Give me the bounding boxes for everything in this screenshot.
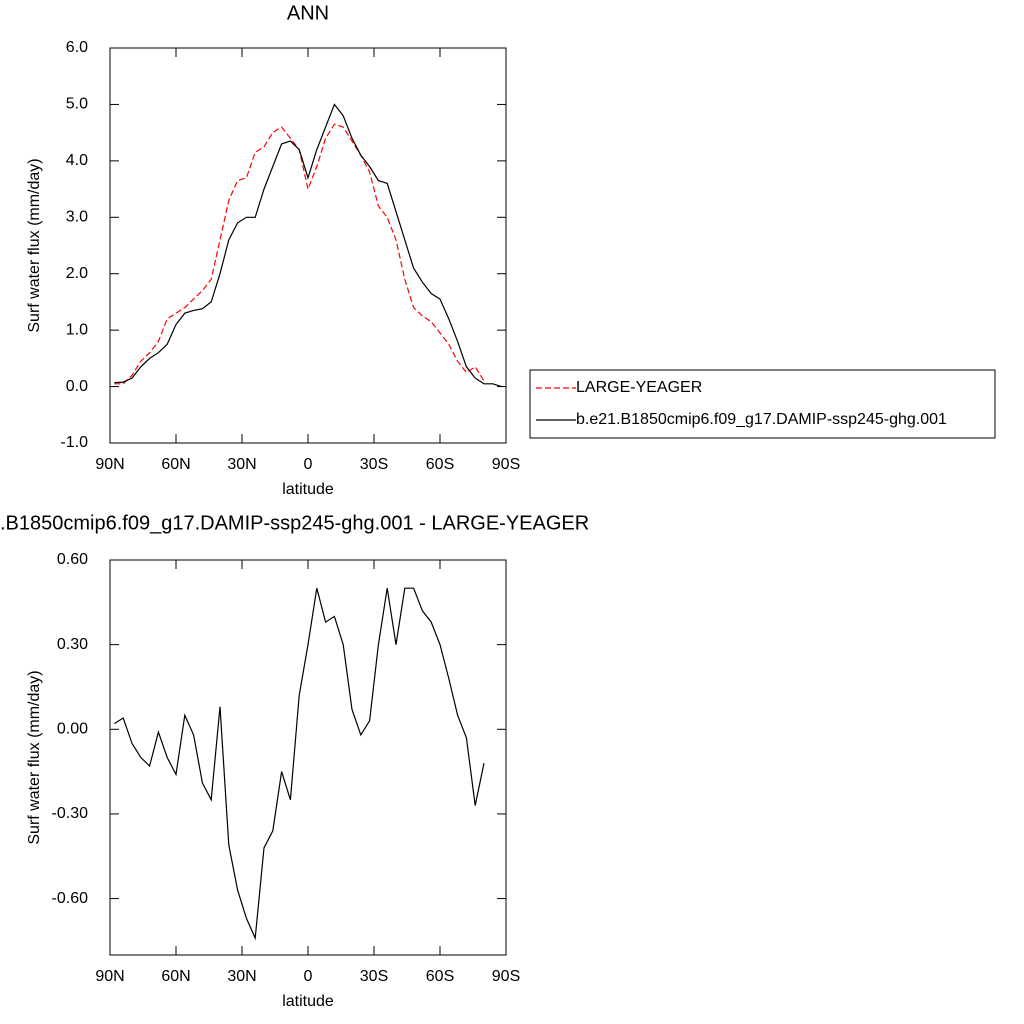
y-tick-label: 0.0 xyxy=(66,378,88,395)
legend-box xyxy=(529,369,996,439)
data-line xyxy=(114,103,502,388)
legend-label: b.e21.B1850cmip6.f09_g17.DAMIP-ssp245-gh… xyxy=(576,411,947,428)
x-tick-label: 60S xyxy=(426,456,454,473)
x-tick-label: 90N xyxy=(95,456,124,473)
x-tick-label: 30S xyxy=(360,456,388,473)
y-tick-label: 0.60 xyxy=(57,551,88,568)
plot-frame xyxy=(109,47,507,444)
y-tick-label: 5.0 xyxy=(66,96,88,113)
y-axis-label: Surf water flux (mm/day) xyxy=(26,158,43,332)
x-tick-label: 90S xyxy=(492,968,520,985)
data-line xyxy=(114,587,485,941)
x-tick-label: 90N xyxy=(95,968,124,985)
y-tick-label: -0.60 xyxy=(52,890,89,907)
y-tick-label: 1.0 xyxy=(66,321,88,338)
data-line xyxy=(114,123,485,385)
x-tick-label: 60N xyxy=(161,456,190,473)
y-tick-label: 2.0 xyxy=(66,265,88,282)
legend-label: LARGE-YEAGER xyxy=(576,379,702,396)
y-tick-label: 0.00 xyxy=(57,721,88,738)
y-axis-label: Surf water flux (mm/day) xyxy=(26,670,43,844)
x-tick-label: 30N xyxy=(227,968,256,985)
x-axis-label: latitude xyxy=(282,481,334,498)
chart-title: ANN xyxy=(287,2,329,24)
y-tick-label: 0.30 xyxy=(57,636,88,653)
y-tick-label: -1.0 xyxy=(60,434,88,451)
plot-frame xyxy=(109,559,507,956)
x-axis-label: latitude xyxy=(282,993,334,1010)
x-tick-label: 0 xyxy=(304,456,313,473)
x-tick-label: 60S xyxy=(426,968,454,985)
x-tick-label: 90S xyxy=(492,456,520,473)
y-tick-label: 6.0 xyxy=(66,39,88,56)
y-tick-label: 4.0 xyxy=(66,152,88,169)
x-tick-label: 30N xyxy=(227,456,256,473)
x-tick-label: 60N xyxy=(161,968,190,985)
chart-title: .B1850cmip6.f09_g17.DAMIP-ssp245-ghg.001… xyxy=(0,512,589,534)
x-tick-label: 30S xyxy=(360,968,388,985)
y-tick-label: 3.0 xyxy=(66,209,88,226)
y-tick-label: -0.30 xyxy=(52,805,89,822)
x-tick-label: 0 xyxy=(304,968,313,985)
